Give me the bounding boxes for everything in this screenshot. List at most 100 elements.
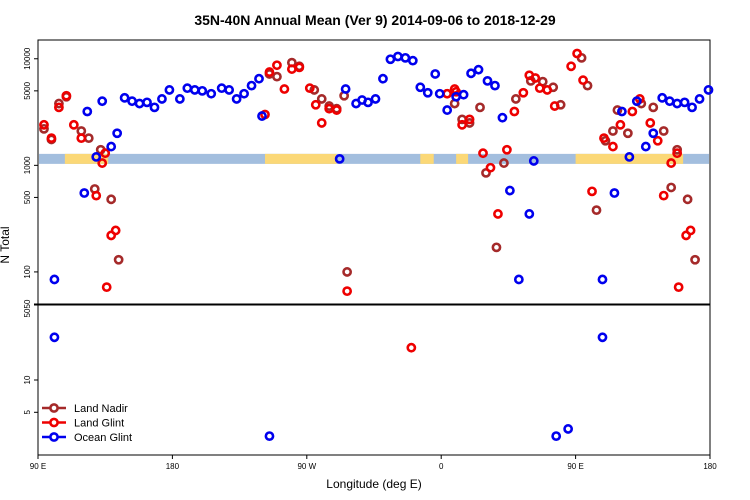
- land-glint-point: [518, 87, 529, 98]
- land-glint-point: [685, 225, 696, 236]
- lower-panel: [37, 304, 711, 456]
- land-glint-point: [294, 62, 305, 73]
- land-nadir-point: [672, 144, 683, 155]
- ocean-glint-point: [422, 87, 433, 98]
- ocean-band: [39, 153, 709, 164]
- land-glint-point: [279, 84, 290, 94]
- land-glint-point: [534, 83, 545, 94]
- land-nadir-point: [39, 123, 49, 134]
- land-nadir-point: [648, 102, 659, 113]
- ocean-glint-point: [97, 96, 108, 107]
- ocean-glint-point: [264, 431, 275, 442]
- ocean-glint-point: [216, 83, 227, 94]
- ocean-glint-point: [597, 274, 608, 285]
- y-tick-label: 10000: [23, 47, 32, 70]
- ocean-glint-point: [334, 153, 345, 164]
- land-glint-point: [587, 186, 597, 197]
- land-nadir-point: [475, 102, 485, 113]
- land-glint-point: [97, 158, 108, 168]
- ocean-glint-point: [458, 89, 469, 100]
- ocean-glint-point: [142, 97, 152, 108]
- land-glint-point: [578, 75, 588, 86]
- land-glint-point: [478, 148, 488, 159]
- upper-panel-frame: [37, 39, 711, 305]
- ocean-glint-point: [112, 128, 123, 139]
- ocean-glint-point: [609, 188, 620, 198]
- land-glint-point: [608, 141, 618, 152]
- ocean-glint-point: [224, 85, 235, 95]
- land-glint-point: [673, 282, 684, 293]
- land-nadir-point: [666, 182, 677, 193]
- y-tick-label: 50: [23, 308, 32, 317]
- land-glint-point: [316, 118, 327, 128]
- ocean-glint-point: [91, 152, 102, 162]
- ocean-glint-point: [504, 185, 515, 196]
- land-glint-point: [264, 67, 275, 77]
- y-tick-label: 10: [23, 375, 32, 384]
- land-nadir-point: [113, 254, 124, 265]
- land-nadir-point: [591, 205, 602, 216]
- land-nadir-point: [272, 71, 282, 82]
- land-glint-point: [666, 158, 677, 168]
- ocean-glint-point: [189, 85, 200, 95]
- x-tick-label: 180: [703, 462, 717, 471]
- x-tick-label: 0: [439, 462, 444, 471]
- land-glint-point: [502, 144, 512, 155]
- land-nadir-point: [106, 194, 117, 205]
- ocean-glint-point: [174, 94, 185, 104]
- land-glint-point: [310, 99, 321, 110]
- land-glint-legend-label: Land Glint: [74, 418, 124, 430]
- land-glint-point: [658, 190, 669, 201]
- legend: Land Nadir Land Glint Ocean Glint: [42, 403, 132, 444]
- ocean-glint-point: [415, 82, 426, 93]
- land-glint-point: [464, 114, 475, 125]
- land-glint-point: [493, 209, 503, 219]
- y-tick-label: 5: [23, 410, 32, 415]
- land-nadir-legend-marker: [49, 403, 59, 413]
- ocean-glint-legend-marker: [49, 432, 59, 442]
- ocean-glint-point: [385, 54, 396, 65]
- land-glint-point: [457, 119, 468, 130]
- ocean-glint-point: [473, 64, 484, 75]
- land-glint-point: [627, 106, 638, 117]
- ocean-glint-point: [687, 102, 697, 113]
- x-axis: 90 E 180 90 W 0 90 E 180: [30, 455, 717, 471]
- ocean-glint-point: [246, 80, 257, 91]
- ocean-glint-point: [551, 431, 562, 442]
- x-tick-label: 90 W: [297, 462, 316, 471]
- land-nadir-point: [54, 98, 64, 109]
- ocean-glint-point: [392, 51, 403, 62]
- land-glint-point: [68, 119, 79, 130]
- ocean-glint-point: [616, 106, 627, 117]
- land-glint-legend-marker: [49, 417, 59, 428]
- ocean-glint-point: [672, 98, 683, 109]
- ocean-glint-point: [257, 111, 267, 121]
- ocean-glint-point: [624, 152, 635, 162]
- ocean-glint-point: [451, 91, 462, 102]
- land-glint-point: [566, 61, 577, 72]
- land-glint-point: [572, 48, 582, 59]
- ocean-glint-point: [239, 88, 249, 99]
- ocean-glint-point: [442, 105, 453, 115]
- ocean-glint-point: [482, 75, 493, 86]
- land-glint-point: [91, 190, 102, 201]
- land-glint-point: [485, 162, 496, 173]
- ocean-glint-point: [631, 96, 642, 107]
- ocean-glint-point: [134, 98, 145, 109]
- y-tick-label: 50: [23, 299, 32, 308]
- land-glint-point: [101, 282, 112, 293]
- ocean-glint-point: [231, 94, 242, 104]
- ocean-glint-point: [563, 424, 574, 434]
- ocean-glint-point: [340, 84, 351, 94]
- ocean-glint-point: [657, 92, 668, 103]
- ocean-glint-point: [119, 92, 130, 103]
- land-glint-point: [406, 342, 417, 353]
- land-glint-point: [286, 64, 297, 74]
- x-tick-label: 180: [166, 462, 180, 471]
- land-nadir-point: [491, 242, 502, 253]
- land-glint-point: [272, 60, 282, 71]
- ocean-glint-point: [648, 128, 659, 139]
- land-glint-point: [542, 85, 553, 95]
- y-axis-lower: 5 10 50: [23, 304, 38, 415]
